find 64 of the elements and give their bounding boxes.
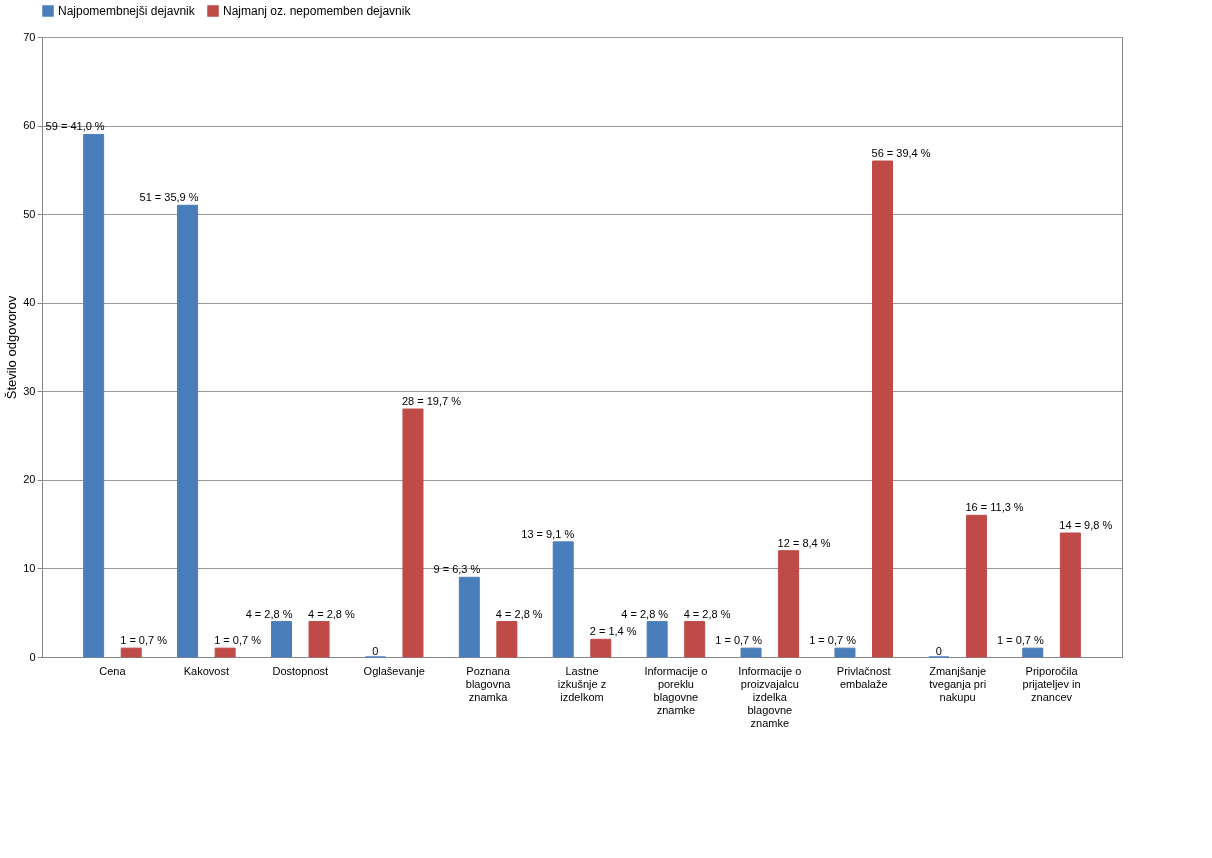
y-tick-label: 0 xyxy=(29,650,36,663)
y-tick-label: 40 xyxy=(23,296,36,309)
x-tick-label: Informacije o poreklu blagovne znamke xyxy=(644,664,708,716)
data-label: 4 = 2,8 % xyxy=(245,607,293,620)
x-tick-label: Lastne izkušnje z izdelkom xyxy=(557,664,607,703)
data-label: 4 = 2,8 % xyxy=(308,607,356,620)
data-label: 16 = 11,3 % xyxy=(965,501,1024,514)
y-tick-label: 20 xyxy=(23,473,36,486)
bar xyxy=(965,514,987,658)
legend-label: Najpomembnejši dejavnik xyxy=(58,4,196,18)
x-tick-label: Informacije o proizvajalcu izdelka blagovne znamke xyxy=(738,664,802,729)
bar xyxy=(834,647,856,658)
bar xyxy=(872,160,894,658)
y-tick-label: 50 xyxy=(23,207,36,220)
data-label: 0 xyxy=(372,645,379,657)
y-axis-title: Število odgovorov xyxy=(4,295,20,400)
y-tick-label: 70 xyxy=(23,30,36,43)
x-tick-label: Privlačnost embalaže xyxy=(836,664,891,690)
data-label: 1 = 0,7 % xyxy=(809,634,857,647)
bar xyxy=(402,408,424,658)
x-tick-label: Priporočila prijateljev in znancev xyxy=(1022,664,1081,703)
bar xyxy=(1022,647,1044,658)
bar xyxy=(177,204,199,658)
bar xyxy=(552,541,574,658)
bar xyxy=(214,647,236,658)
x-tick-label: Cena xyxy=(99,664,127,677)
data-label: 1 = 0,7 % xyxy=(120,634,168,647)
bar xyxy=(458,576,480,658)
bar xyxy=(83,133,105,658)
data-label: 1 = 0,7 % xyxy=(214,634,262,647)
x-tick-label: Oglaševanje xyxy=(363,664,425,677)
data-label: 1 = 0,7 % xyxy=(996,634,1044,647)
x-tick-label: Dostopnost xyxy=(272,664,329,677)
data-label: 59 = 41,0 % xyxy=(45,120,105,133)
data-label: 4 = 2,8 % xyxy=(495,607,543,620)
y-tick-label: 60 xyxy=(23,119,36,132)
data-label: 1 = 0,7 % xyxy=(715,634,763,647)
data-label: 13 = 9,1 % xyxy=(521,527,575,540)
bar xyxy=(646,621,668,658)
y-tick-label: 10 xyxy=(23,561,36,574)
legend-label: Najmanj oz. nepomemben dejavnik xyxy=(223,4,412,18)
bar xyxy=(778,550,800,658)
bar xyxy=(496,621,518,658)
bar xyxy=(1059,532,1081,658)
bar xyxy=(590,638,612,658)
data-label: 4 = 2,8 % xyxy=(683,607,731,620)
data-label: 0 xyxy=(935,645,942,657)
y-tick-label: 30 xyxy=(23,384,36,397)
data-label: 28 = 19,7 % xyxy=(401,395,462,407)
bar xyxy=(740,647,762,658)
data-label: 14 = 9,8 % xyxy=(1059,519,1113,531)
x-tick-label: Poznana blagovna znamka xyxy=(465,664,512,703)
data-label: 2 = 1,4 % xyxy=(589,625,637,638)
x-tick-label: Zmanjšanje tveganja pri nakupu xyxy=(929,664,987,703)
bar xyxy=(308,621,330,658)
bar xyxy=(120,647,142,658)
data-label: 4 = 2,8 % xyxy=(621,607,669,620)
x-tick-label: Kakovost xyxy=(183,664,229,677)
data-label: 56 = 39,4 % xyxy=(871,147,931,159)
bar xyxy=(270,621,292,658)
data-label: 51 = 35,9 % xyxy=(139,191,199,204)
data-label: 12 = 8,4 % xyxy=(777,536,831,549)
data-label: 9 = 6,3 % xyxy=(433,563,481,576)
bar xyxy=(684,621,706,658)
